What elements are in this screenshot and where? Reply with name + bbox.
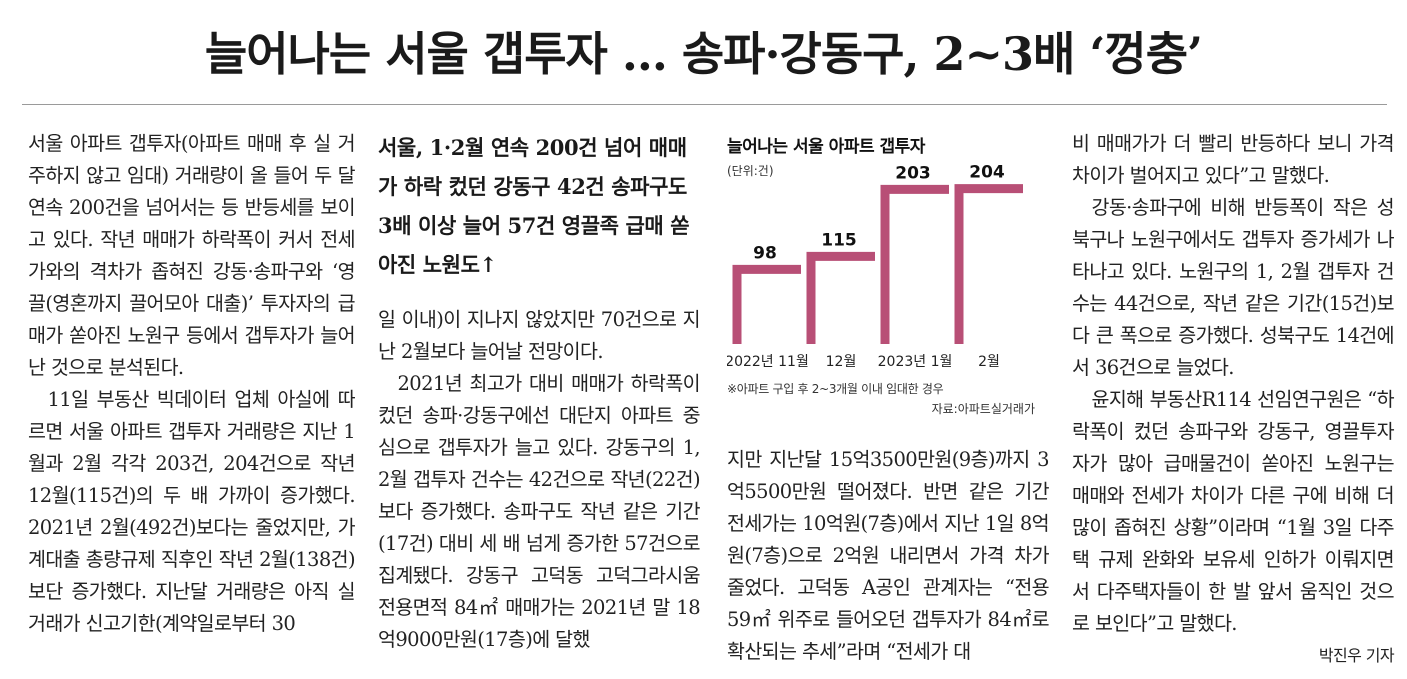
- data-label-1: 98: [753, 243, 777, 263]
- category-label-1: 2022년 11월: [727, 354, 809, 370]
- chart-note: ※아파트 구입 후 2~3개월 이내 임대한 경우: [727, 382, 944, 396]
- paragraph: 11일 부동산 빅데이터 업체 아실에 따르면 서울 아파트 갭투자 거래량은 …: [28, 388, 356, 635]
- paragraph: 지만 지난달 15억3500만원(9층)까지 3억5500만원 떨어졌다. 반면…: [727, 448, 1050, 663]
- headline: 늘어나는 서울 갭투자 … 송파·강동구, 2~3배 ‘껑충’: [204, 27, 1203, 81]
- paragraph: 2021년 최고가 대비 매매가 하락폭이 컸던 송파·강동구에선 대단지 아파…: [378, 372, 701, 651]
- paragraph: 강동·송파구에 비해 반등폭이 작은 성북구나 노원구에서도 갭투자 증가세가 …: [1072, 196, 1395, 379]
- data-label-2: 115: [821, 230, 857, 250]
- chart-unit: (단위:건): [727, 164, 774, 178]
- category-label-2: 12월: [826, 354, 857, 370]
- paragraph: 윤지해 부동산R114 선임연구원은 “하락폭이 컸던 송파구와 강동구, 영끌…: [1072, 388, 1395, 635]
- chart-source: 자료:아파트실거래가: [931, 402, 1035, 416]
- byline: 박진우 기자: [1318, 646, 1395, 665]
- article-column-1: 서울 아파트 갭투자(아파트 매매 후 실 거주하지 않고 임대) 거래량이 올…: [28, 128, 356, 640]
- chart-plot: 98 2022년 11월 115 12월 203 2023년 1월 204 2월: [727, 163, 1023, 370]
- bar-2: [806, 251, 875, 344]
- bar-4: [954, 184, 1023, 344]
- article-column-3: 지만 지난달 15억3500만원(9층)까지 3억5500만원 떨어졌다. 반면…: [727, 128, 1050, 668]
- subheadline: 서울, 1·2월 연속 200건 넘어 매매가 하락 컸던 강동구 42건 송파…: [378, 135, 690, 277]
- headline-divider: [22, 104, 1387, 105]
- article-column-2: 서울, 1·2월 연속 200건 넘어 매매가 하락 컸던 강동구 42건 송파…: [378, 128, 701, 656]
- gap-investment-chart: 98 2022년 11월 115 12월 203 2023년 1월 204 2월 늘어나는 서…: [727, 126, 1049, 426]
- category-label-3: 2023년 1월: [878, 354, 953, 370]
- data-label-3: 203: [895, 163, 931, 183]
- bar-3: [880, 184, 949, 344]
- category-label-4: 2월: [978, 354, 1000, 370]
- article-column-4: 비 매매가가 더 빨리 반등하다 보니 가격 차이가 벌어지고 있다”고 말했다…: [1072, 128, 1395, 672]
- paragraph: 서울 아파트 갭투자(아파트 매매 후 실 거주하지 않고 임대) 거래량이 올…: [28, 132, 356, 379]
- data-label-4: 204: [969, 163, 1005, 183]
- bar-1: [732, 264, 801, 344]
- chart-title: 늘어나는 서울 아파트 갭투자: [727, 137, 925, 157]
- paragraph: 비 매매가가 더 빨리 반등하다 보니 가격 차이가 벌어지고 있다”고 말했다…: [1072, 132, 1395, 187]
- paragraph: 일 이내)이 지나지 않았지만 70건으로 지난 2월보다 늘어날 전망이다.: [378, 308, 701, 363]
